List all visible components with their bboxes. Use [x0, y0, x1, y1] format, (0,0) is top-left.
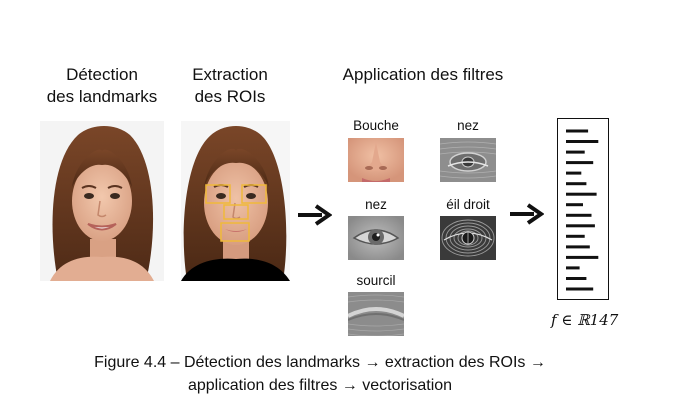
- filter-thumb-nez-top: [440, 138, 496, 182]
- feature-vector-bar: [566, 287, 594, 291]
- rois-stage-title: Extraction des ROIs: [192, 65, 268, 106]
- feature-vector-bar: [566, 266, 580, 270]
- feature-vector-bar: [566, 129, 589, 133]
- feature-vector-label: f ∈ ℝ147: [551, 311, 619, 329]
- feature-vector-bar: [566, 182, 587, 186]
- feature-vector-bar: [566, 161, 594, 165]
- filter-thumb-bouche: [348, 138, 404, 182]
- roi-right-eye-box: [241, 184, 267, 204]
- roi-left-eye-box: [205, 184, 231, 204]
- roi-nose-box: [223, 204, 249, 220]
- filter-label-nez-middle: nez: [365, 197, 387, 212]
- filter-thumb-sourcil: [348, 292, 404, 336]
- feature-vector-bar: [566, 234, 585, 238]
- feature-vector-box: [557, 118, 609, 300]
- feature-vector-bar: [566, 277, 587, 280]
- filter-thumb-nez-middle: [348, 216, 404, 260]
- feature-vector-bar: [566, 192, 597, 196]
- filter-label-sourcil: sourcil: [356, 273, 396, 288]
- feature-vector-bar: [566, 255, 599, 259]
- feature-vector-bar: [566, 171, 582, 175]
- roi-mouth-box: [220, 222, 250, 242]
- face-photo-landmarks: [40, 121, 164, 281]
- feature-vector-bar: [566, 140, 599, 143]
- feature-vector-bar: [566, 203, 583, 207]
- arrow-to-filters: [298, 203, 333, 232]
- figure-caption-line1: Figure 4.4 – Détection des landmarks → e…: [94, 354, 546, 371]
- figure-caption-line2: application des filtres → vectorisation: [187, 377, 453, 394]
- feature-vector-bar: [566, 245, 590, 249]
- feature-vector-bar: [566, 213, 592, 217]
- filter-label-bouche: Bouche: [353, 118, 399, 133]
- feature-vector-bar: [566, 224, 595, 228]
- feature-vector-bars: [566, 129, 599, 291]
- filter-label-eil-droit: éil droit: [446, 197, 490, 212]
- filter-thumb-eil-droit: [440, 216, 496, 260]
- filters-stage-title: Application des filtres: [342, 65, 504, 84]
- face-photo-rois: [181, 121, 290, 281]
- arrow-to-vector: [510, 202, 545, 231]
- filter-label-nez-top: nez: [457, 118, 479, 133]
- feature-vector-bar: [566, 150, 585, 154]
- landmarks-stage-title: Détection des landmarks: [46, 65, 158, 106]
